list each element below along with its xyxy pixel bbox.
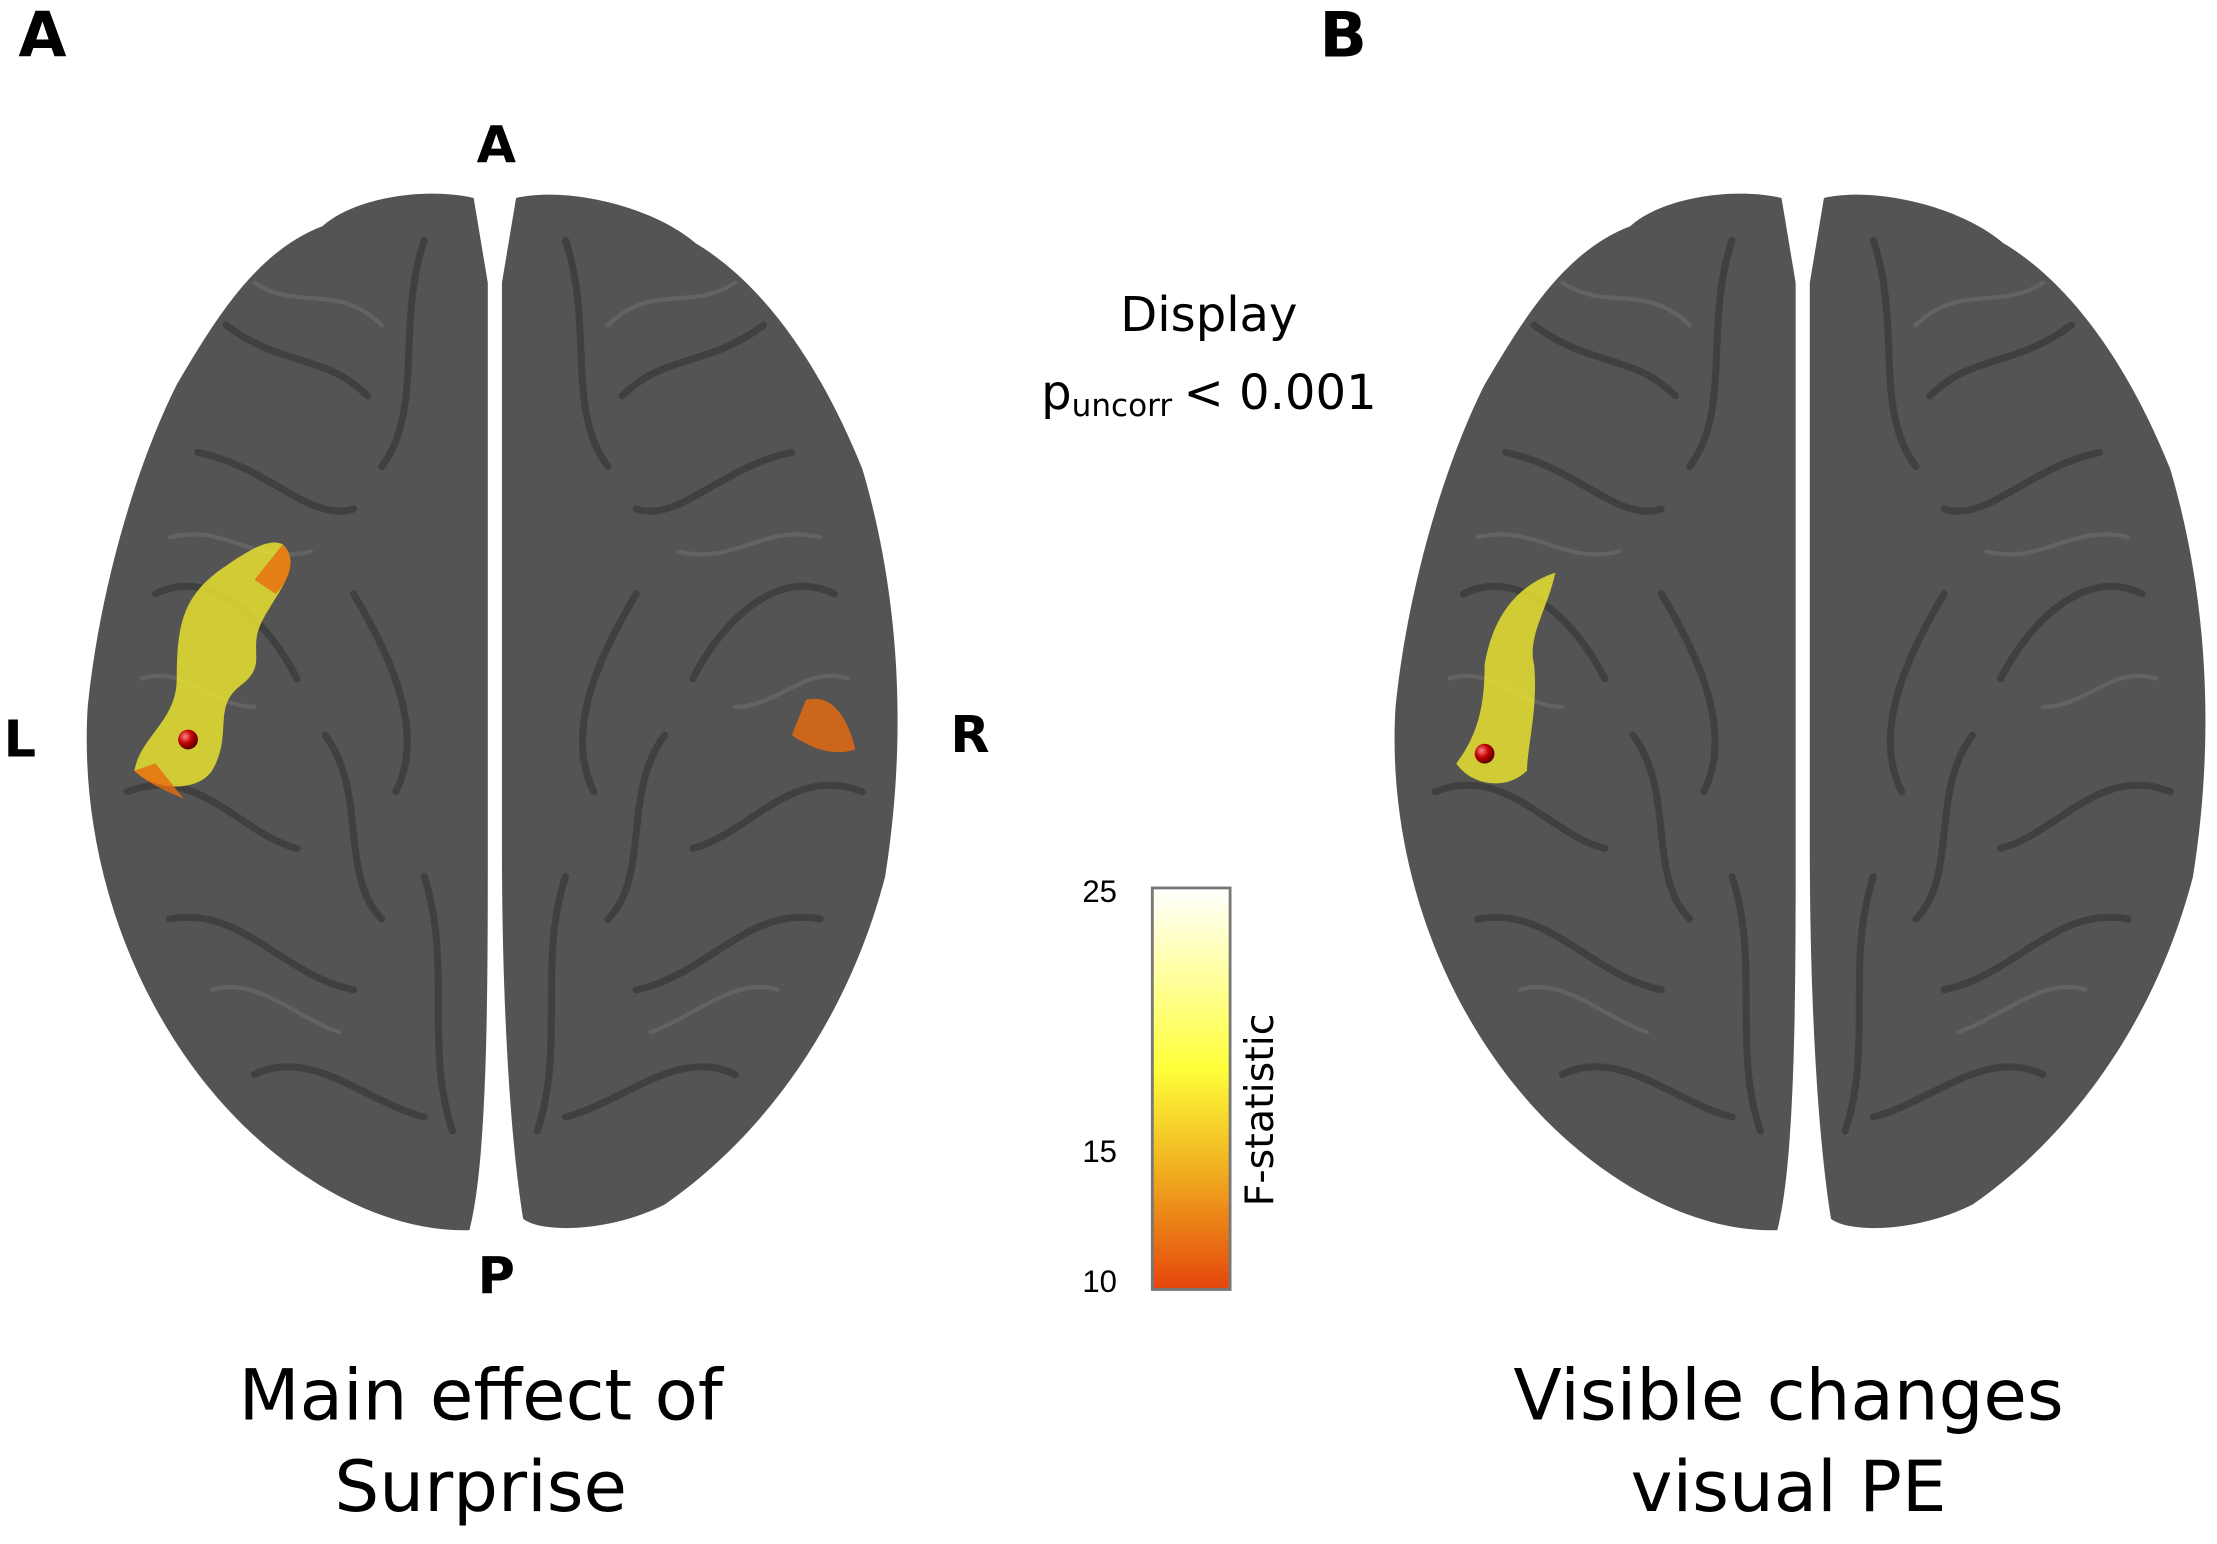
colorbar-tick-label: 25 [1082,874,1117,909]
caption: visual PE [1631,1445,1947,1528]
panel-label: B [1319,0,1366,72]
peak-marker [1474,743,1495,764]
threshold-line2: puncorr < 0.001 [1041,365,1377,424]
colorbar-tick-label: 15 [1082,1134,1117,1169]
colorbar [1150,886,1232,1291]
threshold-p: p [1041,365,1072,421]
orientation-label: P [478,1248,515,1307]
caption: Visible changes [1513,1353,2063,1436]
activation-blob [791,698,856,753]
caption: Surprise [334,1445,627,1528]
activation-blob [1456,572,1556,784]
activation-blob [134,544,291,799]
colorbar-tick-label: 10 [1082,1264,1117,1299]
peak-marker [178,729,198,750]
orientation-label: L [4,710,36,769]
threshold-value: < 0.001 [1184,365,1377,421]
orientation-label: A [477,116,517,175]
caption: Main effect of [239,1353,725,1436]
threshold-line1: Display [1120,287,1297,343]
activation-blob [134,542,291,787]
colorbar-label: F-statistic [1237,1013,1283,1206]
threshold-subscript: uncorr [1072,388,1173,424]
panel-label: A [18,0,66,72]
orientation-label: R [950,706,989,765]
